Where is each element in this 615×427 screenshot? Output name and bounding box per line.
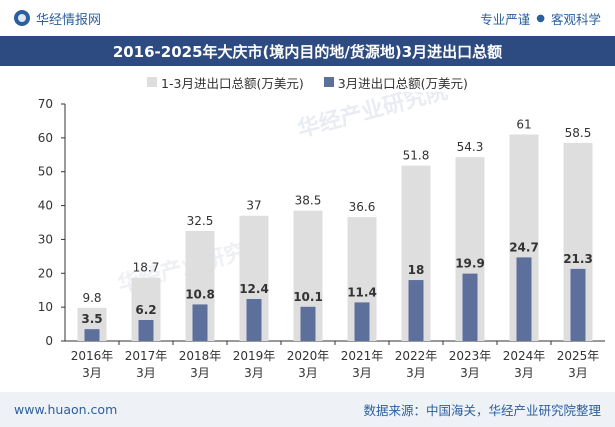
slogan-right: 客观科学	[550, 11, 601, 27]
legend-label-march: 3月进出口总额(万美元)	[337, 75, 468, 91]
x-tick-label-year: 2022年	[395, 349, 438, 363]
bar-march	[462, 273, 478, 341]
data-label-march: 10.1	[293, 290, 323, 304]
bar-march	[192, 304, 208, 341]
data-label-ytd: 18.7	[133, 261, 160, 275]
slogan-separator: ●	[536, 12, 545, 24]
data-label-ytd: 36.6	[349, 200, 376, 214]
y-tick-label: 40	[38, 199, 53, 213]
data-label-march: 11.4	[347, 285, 377, 299]
legend-item-march[interactable]: 3月进出口总额(万美元)	[323, 73, 468, 92]
x-tick-label-month: 3月	[460, 366, 480, 380]
header: 华经情报网 专业严谨 ● 客观科学	[0, 0, 615, 36]
data-label-ytd: 37	[246, 199, 261, 213]
data-label-ytd: 9.8	[82, 291, 101, 305]
x-tick-label-year: 2025年	[557, 349, 600, 363]
x-tick-label-year: 2019年	[233, 349, 276, 363]
slogan-left: 专业严谨	[480, 11, 531, 27]
bar-march	[408, 280, 424, 341]
x-tick-label-month: 3月	[244, 366, 264, 380]
brand-name: 华经情报网	[36, 12, 102, 28]
bar-march	[516, 257, 532, 341]
y-tick-label: 30	[38, 232, 53, 246]
bar-march	[354, 302, 370, 341]
footer-source: 数据来源：中国海关，华经产业研究院整理	[363, 403, 601, 418]
data-label-ytd: 51.8	[403, 149, 430, 163]
y-tick-label: 60	[38, 131, 53, 145]
data-label-march: 6.2	[135, 303, 156, 317]
data-label-ytd: 58.5	[565, 126, 592, 140]
data-label-march: 19.9	[455, 257, 485, 271]
legend-swatch-ytd	[147, 77, 158, 87]
x-tick-label-year: 2020年	[287, 349, 330, 363]
bar-march	[300, 306, 316, 341]
chart-title-bar: 2016-2025年大庆市(境内目的地/货源地)3月进出口总额	[0, 36, 615, 66]
y-tick-label: 20	[38, 266, 53, 280]
x-tick-label-month: 3月	[82, 366, 102, 380]
chart-title: 2016-2025年大庆市(境内目的地/货源地)3月进出口总额	[112, 42, 503, 61]
legend-swatch-march	[323, 77, 334, 87]
x-tick-label-year: 2023年	[449, 349, 492, 363]
logo-icon	[14, 10, 30, 26]
x-tick-label-year: 2021年	[341, 349, 384, 363]
x-tick-label-month: 3月	[190, 366, 210, 380]
data-label-ytd: 32.5	[187, 214, 214, 228]
data-label-march: 18	[408, 263, 425, 277]
x-tick-label-year: 2017年	[125, 349, 168, 363]
bar-march	[84, 329, 100, 341]
bar-march	[570, 268, 586, 341]
x-tick-label-month: 3月	[514, 366, 534, 380]
x-tick-label-year: 2018年	[179, 349, 222, 363]
legend-item-ytd[interactable]: 1-3月进出口总额(万美元)	[147, 73, 304, 92]
data-label-march: 21.3	[563, 252, 593, 266]
data-label-march: 24.7	[509, 240, 539, 254]
brand[interactable]: 华经情报网	[14, 9, 101, 28]
x-tick-label-year: 2024年	[503, 349, 546, 363]
x-tick-label-month: 3月	[406, 366, 426, 380]
x-tick-label-month: 3月	[352, 366, 372, 380]
x-tick-label-month: 3月	[136, 366, 156, 380]
chart-legend: 1-3月进出口总额(万美元) 3月进出口总额(万美元)	[0, 72, 615, 92]
data-label-march: 12.4	[239, 282, 269, 296]
slogan: 专业严谨 ● 客观科学	[480, 9, 601, 28]
y-tick-label: 10	[38, 300, 53, 314]
bar-chart: 华经产业研究院华经产业研究院0102030405060709.83.52016年…	[38, 92, 605, 380]
y-tick-label: 0	[45, 334, 53, 348]
watermark-text: 华经产业研究院	[295, 92, 450, 143]
data-label-ytd: 61	[516, 117, 531, 131]
data-label-march: 10.8	[185, 287, 215, 301]
data-label-ytd: 54.3	[457, 140, 484, 154]
footer: www.huaon.com 数据来源：中国海关，华经产业研究院整理	[0, 392, 615, 427]
legend-label-ytd: 1-3月进出口总额(万美元)	[161, 75, 304, 91]
data-label-march: 3.5	[81, 312, 102, 326]
footer-url[interactable]: www.huaon.com	[14, 402, 118, 417]
x-tick-label-year: 2016年	[71, 349, 114, 363]
bar-march	[138, 320, 154, 341]
y-tick-label: 70	[38, 97, 53, 111]
y-tick-label: 50	[38, 165, 53, 179]
x-tick-label-month: 3月	[568, 366, 588, 380]
bar-march	[246, 299, 262, 341]
x-tick-label-month: 3月	[298, 366, 318, 380]
data-label-ytd: 38.5	[295, 194, 322, 208]
